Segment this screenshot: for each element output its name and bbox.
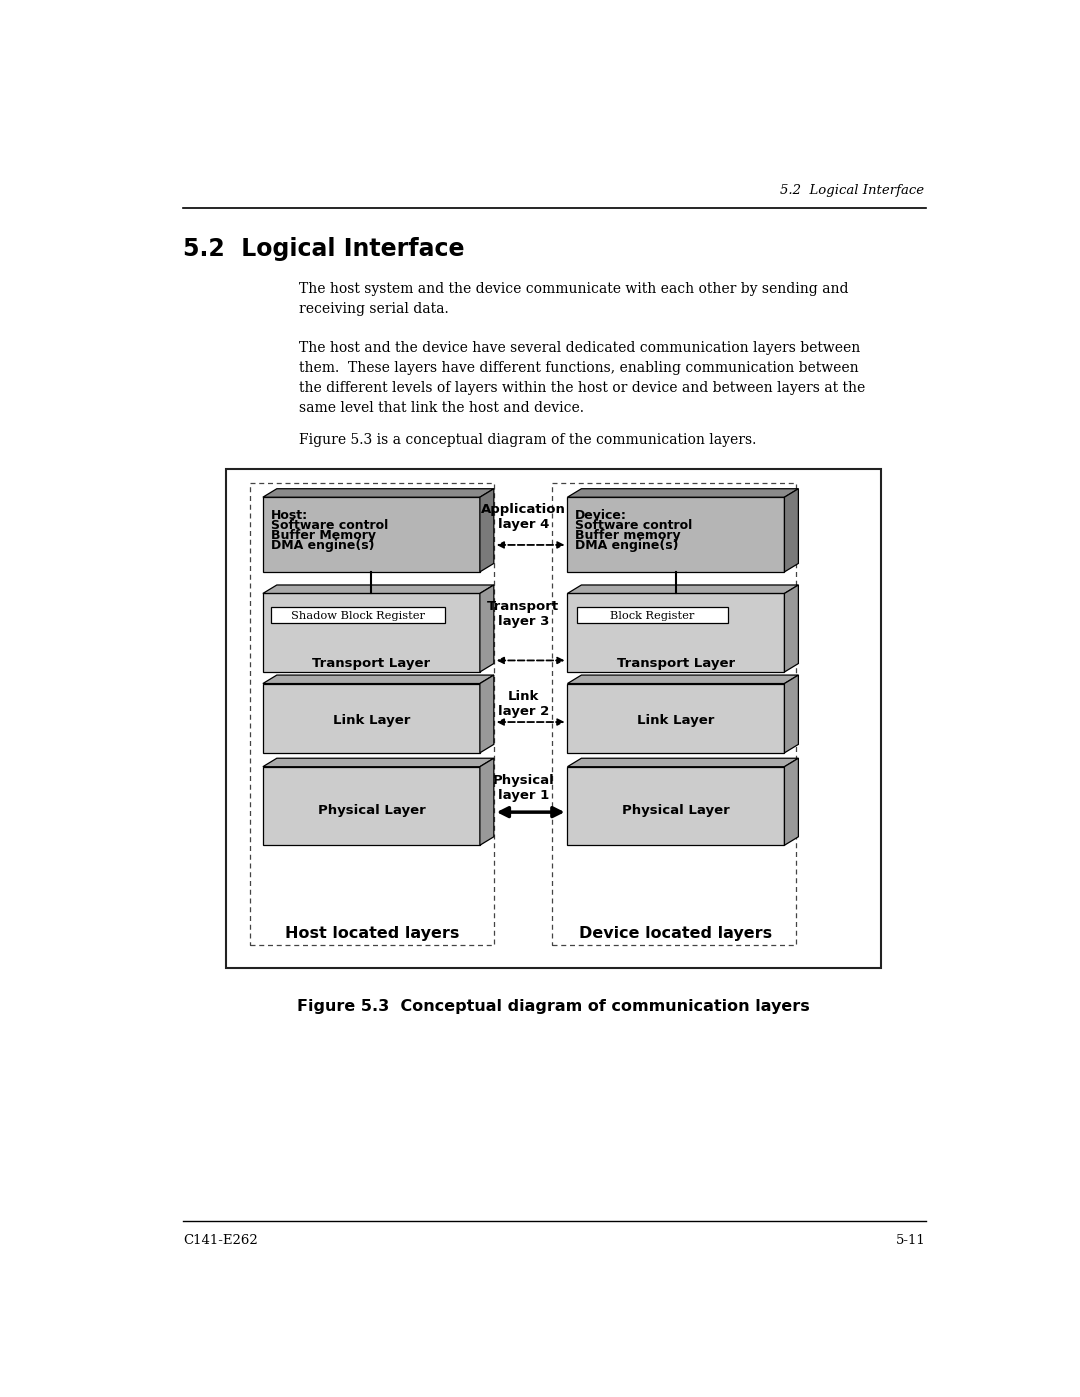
Text: Link
layer 2: Link layer 2 bbox=[498, 690, 549, 718]
Text: DMA engine(s): DMA engine(s) bbox=[271, 539, 374, 552]
Bar bbox=[567, 767, 784, 845]
Bar bbox=[262, 683, 480, 753]
Polygon shape bbox=[480, 675, 494, 753]
Polygon shape bbox=[784, 759, 798, 845]
Polygon shape bbox=[567, 675, 798, 683]
Polygon shape bbox=[567, 489, 798, 497]
Polygon shape bbox=[262, 675, 494, 683]
Text: Software control: Software control bbox=[271, 518, 388, 532]
Text: Buffer Memory: Buffer Memory bbox=[271, 529, 376, 542]
Text: Transport Layer: Transport Layer bbox=[617, 657, 735, 669]
Text: Device:: Device: bbox=[576, 509, 627, 521]
Text: Physical Layer: Physical Layer bbox=[622, 803, 730, 817]
Bar bbox=[552, 483, 796, 946]
Polygon shape bbox=[262, 489, 494, 497]
Text: C141-E262: C141-E262 bbox=[183, 1234, 258, 1248]
Text: Block Register: Block Register bbox=[610, 610, 694, 620]
Bar bbox=[227, 469, 880, 968]
Text: Host:: Host: bbox=[271, 509, 308, 521]
Bar bbox=[567, 683, 784, 753]
Text: Physical Layer: Physical Layer bbox=[318, 803, 426, 817]
Polygon shape bbox=[480, 759, 494, 845]
Polygon shape bbox=[480, 585, 494, 672]
Text: Shadow Block Register: Shadow Block Register bbox=[291, 610, 424, 620]
Polygon shape bbox=[262, 759, 494, 767]
Text: DMA engine(s): DMA engine(s) bbox=[576, 539, 678, 552]
Text: Transport Layer: Transport Layer bbox=[312, 657, 431, 669]
Text: Physical
layer 1: Physical layer 1 bbox=[492, 774, 554, 802]
Bar bbox=[249, 483, 494, 946]
Polygon shape bbox=[567, 585, 798, 594]
Bar bbox=[271, 606, 445, 623]
Text: Link Layer: Link Layer bbox=[637, 714, 715, 728]
Polygon shape bbox=[784, 489, 798, 571]
Text: 5-11: 5-11 bbox=[895, 1234, 926, 1248]
Text: The host system and the device communicate with each other by sending and
receiv: The host system and the device communica… bbox=[299, 282, 849, 316]
Bar bbox=[262, 767, 480, 845]
Text: Device located layers: Device located layers bbox=[579, 926, 772, 942]
Bar bbox=[577, 606, 728, 623]
Text: Transport
layer 3: Transport layer 3 bbox=[487, 601, 559, 629]
Bar bbox=[567, 594, 784, 672]
Bar bbox=[567, 497, 784, 571]
Text: 5.2  Logical Interface: 5.2 Logical Interface bbox=[780, 184, 924, 197]
Text: Figure 5.3  Conceptual diagram of communication layers: Figure 5.3 Conceptual diagram of communi… bbox=[297, 999, 810, 1014]
Text: Application
layer 4: Application layer 4 bbox=[481, 503, 566, 531]
Polygon shape bbox=[784, 675, 798, 753]
Text: Host located layers: Host located layers bbox=[285, 926, 459, 942]
Text: 5.2  Logical Interface: 5.2 Logical Interface bbox=[183, 237, 464, 261]
Polygon shape bbox=[262, 585, 494, 594]
Polygon shape bbox=[480, 489, 494, 571]
Polygon shape bbox=[784, 585, 798, 672]
Text: Link Layer: Link Layer bbox=[333, 714, 410, 728]
Bar bbox=[262, 497, 480, 571]
Polygon shape bbox=[567, 759, 798, 767]
Text: Figure 5.3 is a conceptual diagram of the communication layers.: Figure 5.3 is a conceptual diagram of th… bbox=[299, 433, 757, 447]
Text: Software control: Software control bbox=[576, 518, 692, 532]
Text: The host and the device have several dedicated communication layers between
them: The host and the device have several ded… bbox=[299, 341, 865, 415]
Text: Buffer memory: Buffer memory bbox=[576, 529, 680, 542]
Bar bbox=[262, 594, 480, 672]
